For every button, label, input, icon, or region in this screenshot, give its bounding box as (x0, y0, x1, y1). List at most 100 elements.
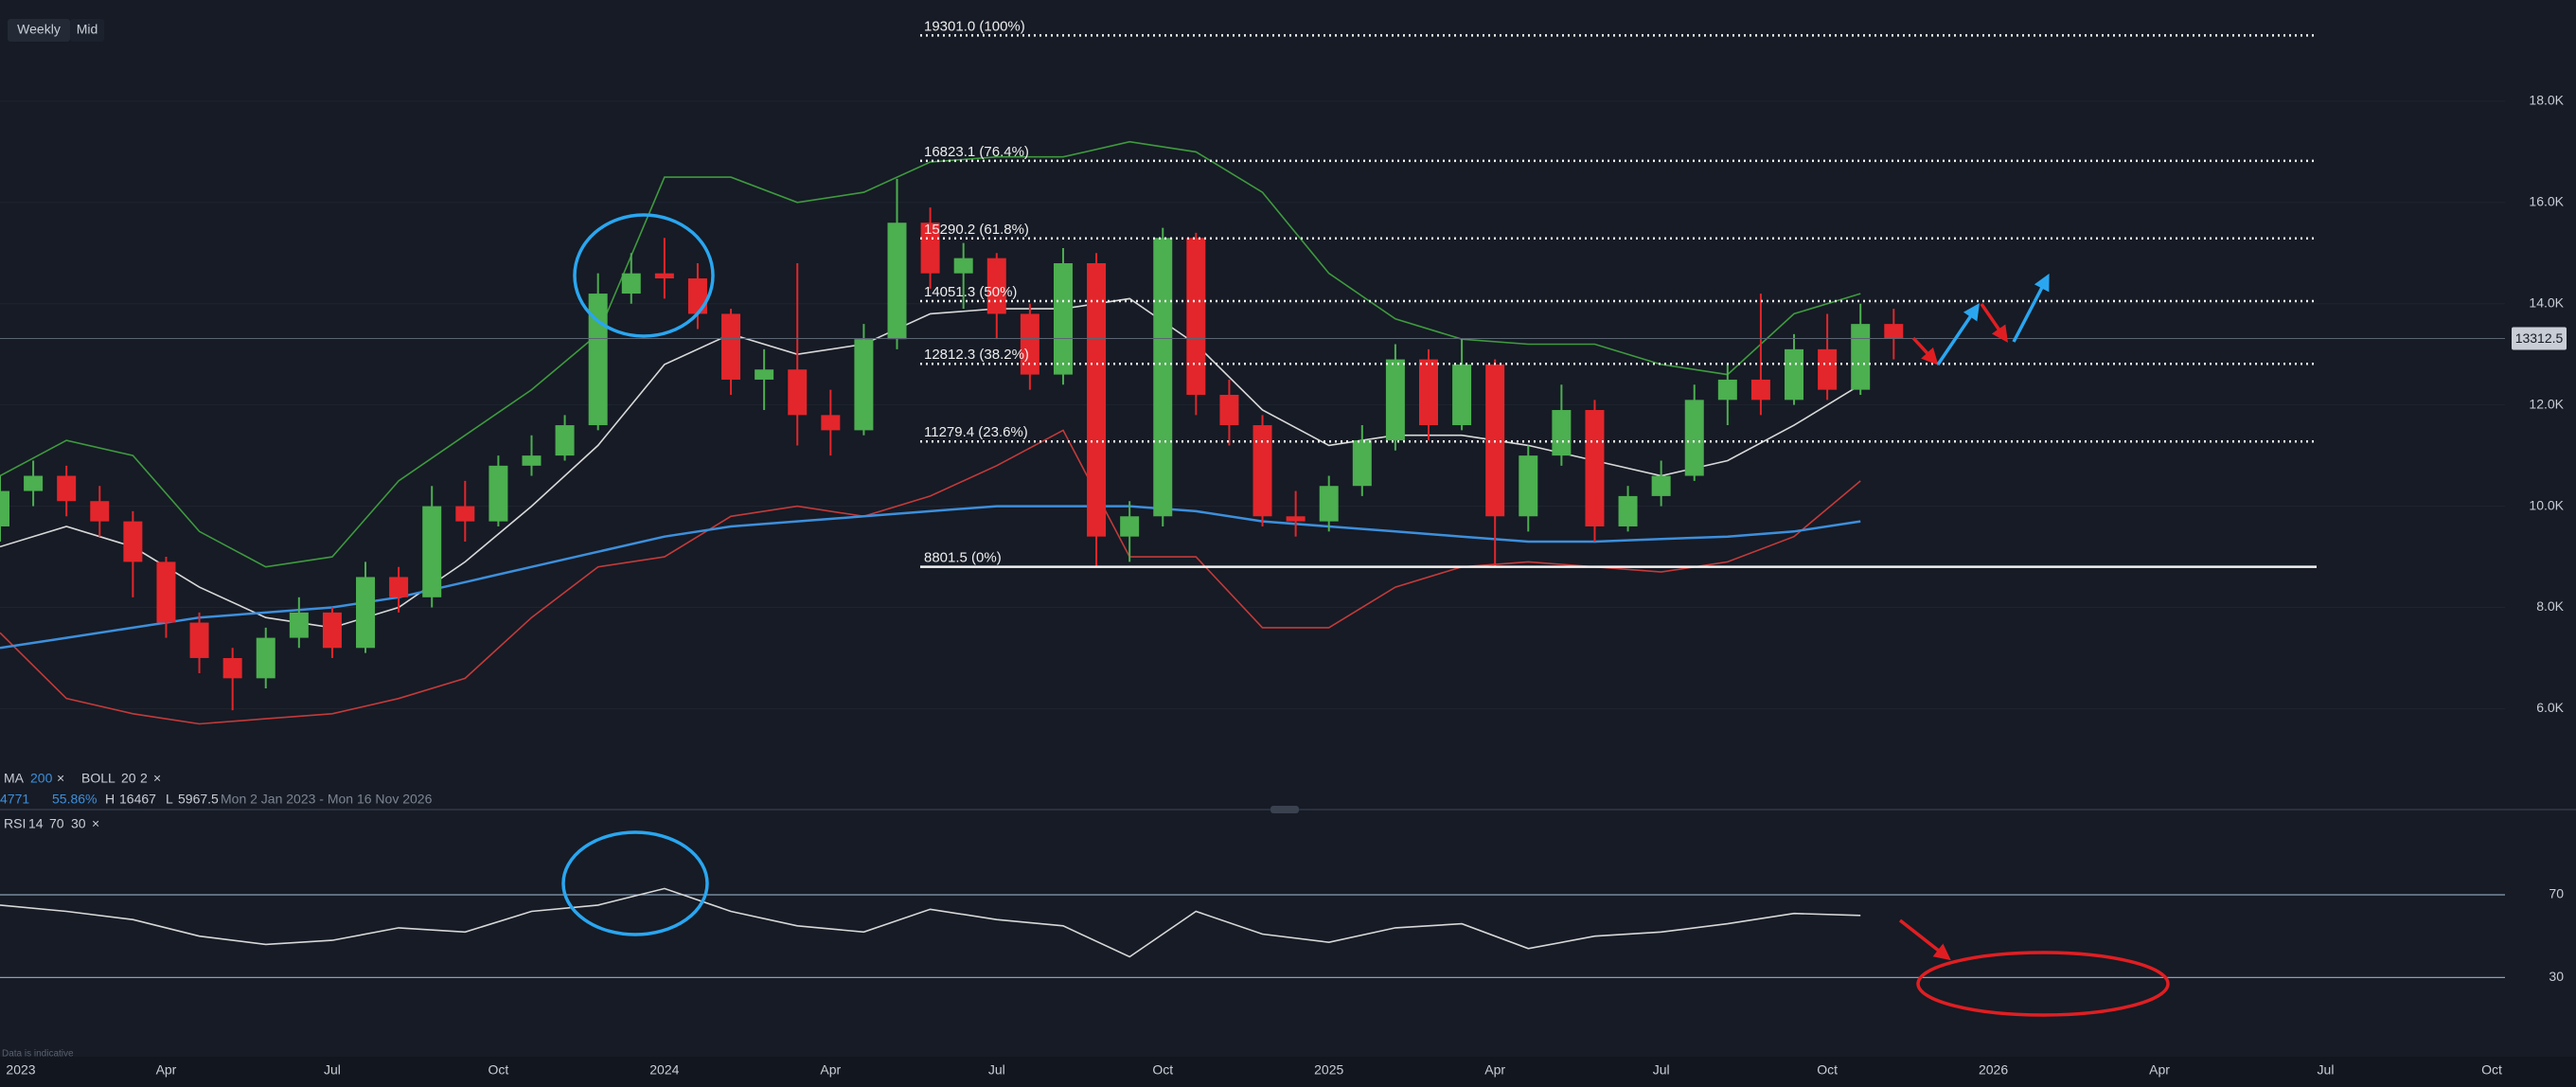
candle-body (920, 223, 940, 274)
candle-body (256, 637, 275, 679)
candle-body (654, 273, 674, 279)
candle-body (1352, 440, 1372, 487)
arrow (1898, 918, 1951, 961)
plot-area: 6.0K 8.0K 10.0K 12.0K 14.0K 16.0K 18.0K 13312.5… (0, 18, 2567, 1078)
candle-body (755, 369, 774, 380)
high-label: H (105, 792, 115, 807)
candle-body (0, 490, 9, 526)
candle-body (1785, 348, 1804, 401)
candle-body (1286, 516, 1306, 522)
date-range: Mon 2 Jan 2023 - Mon 16 Nov 2026 (221, 792, 433, 807)
last-price-label: 13312.5 (2515, 330, 2564, 346)
candle-body (1120, 516, 1140, 537)
x-tick-label: Oct (1817, 1062, 1838, 1078)
candle-body (422, 506, 442, 597)
candle-body (821, 415, 841, 431)
candle-body (1418, 359, 1438, 426)
x-tick-label: Apr (1484, 1062, 1505, 1078)
candle-body (289, 612, 309, 638)
rsi-upper: 70 (49, 816, 64, 831)
target-ellipse (1916, 951, 2170, 1017)
x-tick-label: Oct (1152, 1062, 1173, 1078)
candle-body (555, 425, 575, 456)
y-tick-label: 8.0K (2536, 598, 2564, 614)
candle-body (887, 223, 907, 340)
arrow (1980, 303, 2008, 343)
panel-resize-handle[interactable] (1270, 806, 1299, 813)
indicator-line (0, 297, 1861, 629)
candle-body (222, 657, 242, 679)
candle-body (1020, 313, 1039, 375)
y-tick-label: 12.0K (2529, 396, 2564, 411)
candle-body (1851, 324, 1871, 390)
x-tick-label: Apr (156, 1062, 177, 1078)
candle-body (1153, 238, 1173, 517)
last-price-box (2512, 327, 2567, 350)
indicator-line (0, 140, 1861, 568)
candle-body (1552, 410, 1572, 456)
interval-button[interactable] (8, 19, 70, 42)
arrow (1911, 336, 1939, 365)
rsi-line (0, 887, 1861, 958)
x-tick-label: Apr (820, 1062, 841, 1078)
candle-body (588, 294, 608, 426)
boll-period: 20 (121, 771, 136, 786)
candle-body (189, 622, 209, 658)
candle-body (1087, 262, 1107, 537)
price-button[interactable] (70, 19, 104, 42)
fib-label: 14051.3 (50%) (924, 284, 1017, 300)
annotations (561, 213, 2170, 1017)
candle-body (1651, 475, 1671, 496)
candle-body (1750, 379, 1770, 401)
boll-deviation: 2 (140, 771, 148, 786)
y-tick-label: 10.0K (2529, 497, 2564, 512)
candle-body (356, 577, 376, 649)
y-tick-label: 16.0K (2529, 194, 2564, 209)
fib-label: 8801.5 (0%) (924, 550, 1002, 566)
fib-label: 11279.4 (23.6%) (924, 424, 1028, 440)
candle-body (621, 273, 641, 294)
fib-label: 16823.1 (76.4%) (924, 144, 1029, 160)
candle-body (1519, 455, 1538, 517)
candle-body (123, 521, 143, 562)
candle-body (788, 369, 808, 416)
y-tick-label: 14.0K (2529, 294, 2564, 310)
highlight-ellipse (561, 830, 709, 936)
disclaimer: Data is indicative (2, 1049, 74, 1060)
candle-body (1884, 324, 1904, 339)
indicator-line (0, 429, 1861, 725)
x-tick-label: Jul (1653, 1062, 1670, 1078)
candle-body (687, 278, 707, 314)
candle-body (986, 258, 1006, 314)
indicator-line (0, 505, 1861, 650)
candle-body (1585, 410, 1605, 526)
candle-body (1219, 394, 1239, 426)
change: 4771 (0, 792, 29, 807)
x-tick-label: Oct (2481, 1062, 2502, 1078)
candle-body (854, 339, 874, 431)
y-tick-label: 30 (2549, 969, 2564, 984)
y-tick-label: 6.0K (2536, 700, 2564, 715)
low-label: L (166, 792, 173, 807)
x-tick-label: 2026 (1979, 1062, 2008, 1078)
candle-body (953, 258, 973, 274)
arrow (1936, 303, 1980, 365)
x-tick-label: Oct (489, 1062, 509, 1078)
x-tick-label: Jul (324, 1062, 341, 1078)
x-tick-label: Jul (2318, 1062, 2335, 1078)
candle-body (522, 455, 542, 466)
candle-body (1252, 425, 1272, 517)
x-tick-label: 2023 (6, 1062, 35, 1078)
y-tick-label: 18.0K (2529, 93, 2564, 108)
rsi-remove[interactable]: × (92, 816, 99, 831)
candle-body (57, 475, 77, 502)
boll-remove[interactable]: × (153, 771, 161, 786)
candle-body (1186, 238, 1206, 395)
arrow (2012, 273, 2050, 343)
candle-body (156, 561, 176, 623)
rsi-lower: 30 (71, 816, 86, 831)
ma-remove[interactable]: × (57, 771, 64, 786)
fib-label: 15290.2 (61.8%) (924, 222, 1029, 238)
